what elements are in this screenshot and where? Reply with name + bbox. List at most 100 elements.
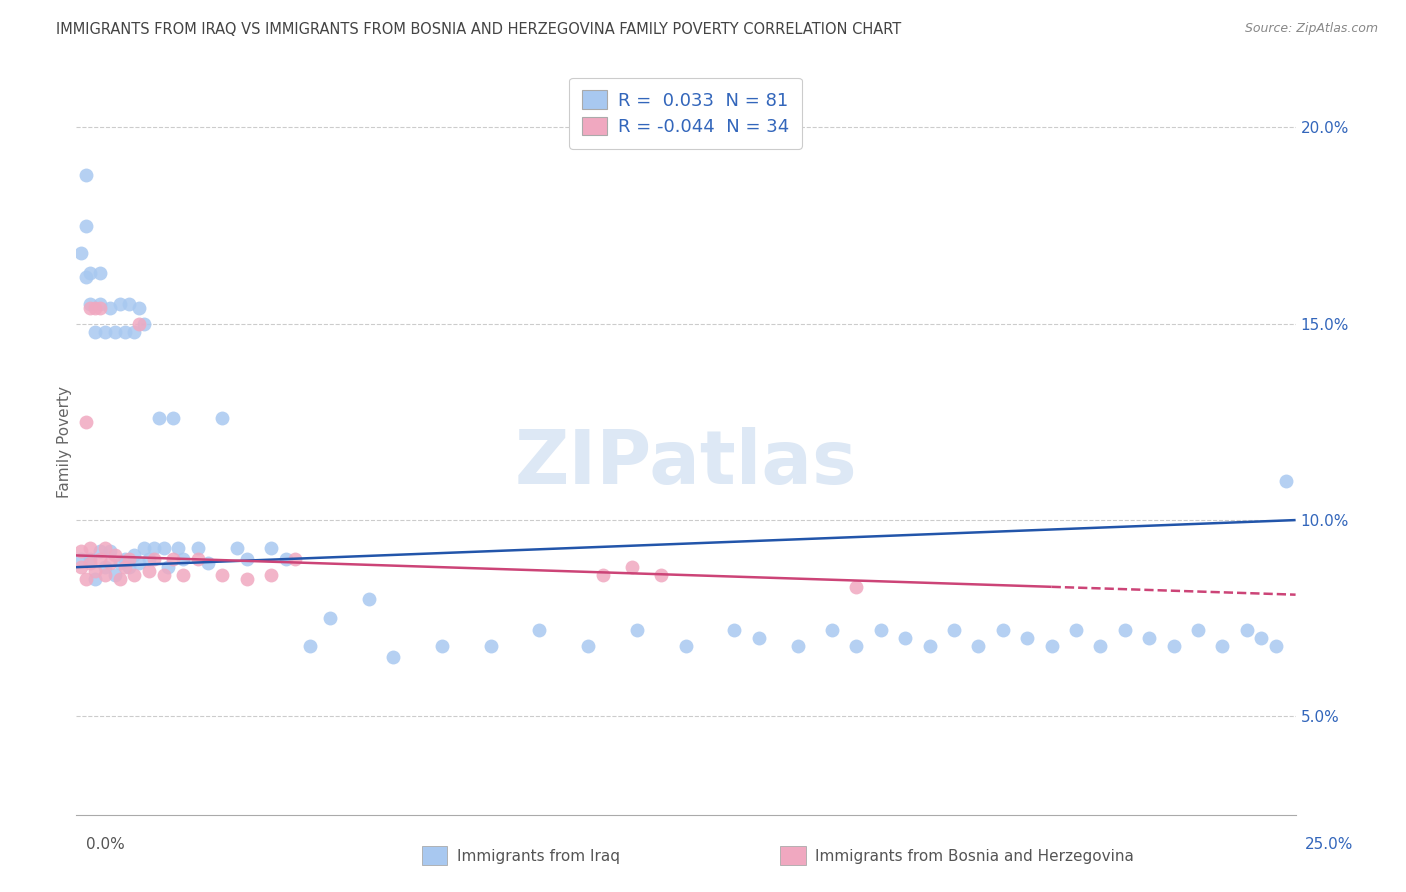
Point: [98, 556, 121, 570]
Point: [918, 639, 941, 653]
Point: [124, 549, 146, 563]
Point: [167, 541, 190, 555]
Point: [69, 246, 91, 260]
Point: [172, 568, 194, 582]
Point: [84, 564, 107, 578]
Point: [157, 560, 180, 574]
Point: [79, 297, 101, 311]
Point: [75, 219, 97, 233]
Point: [69, 560, 91, 574]
Point: [98, 301, 121, 315]
Point: [187, 541, 209, 555]
Point: [211, 568, 233, 582]
Text: ZIPatlas: ZIPatlas: [515, 427, 858, 500]
Point: [650, 568, 672, 582]
Point: [94, 560, 117, 574]
Text: Immigrants from Iraq: Immigrants from Iraq: [457, 849, 620, 863]
Point: [162, 552, 184, 566]
Point: [1187, 623, 1209, 637]
Point: [118, 560, 141, 574]
Point: [187, 552, 209, 566]
Point: [138, 564, 160, 578]
Point: [132, 541, 155, 555]
Point: [1250, 631, 1272, 645]
Point: [211, 411, 233, 425]
Point: [675, 639, 697, 653]
Point: [626, 623, 648, 637]
Text: 0.0%: 0.0%: [86, 838, 125, 852]
Point: [430, 639, 453, 653]
Point: [235, 552, 257, 566]
Point: [89, 544, 111, 558]
Point: [621, 560, 644, 574]
Point: [529, 623, 551, 637]
Point: [75, 168, 97, 182]
Point: [89, 297, 111, 311]
Point: [118, 297, 141, 311]
Point: [723, 623, 745, 637]
Point: [894, 631, 917, 645]
Point: [142, 541, 165, 555]
Point: [943, 623, 966, 637]
Point: [104, 549, 127, 563]
Text: 25.0%: 25.0%: [1305, 838, 1353, 852]
Point: [318, 611, 340, 625]
Point: [114, 325, 136, 339]
Point: [821, 623, 844, 637]
Point: [108, 572, 131, 586]
Point: [357, 591, 380, 606]
Point: [84, 572, 107, 586]
Point: [124, 568, 146, 582]
Text: IMMIGRANTS FROM IRAQ VS IMMIGRANTS FROM BOSNIA AND HERZEGOVINA FAMILY POVERTY CO: IMMIGRANTS FROM IRAQ VS IMMIGRANTS FROM …: [56, 22, 901, 37]
Text: Source: ZipAtlas.com: Source: ZipAtlas.com: [1244, 22, 1378, 36]
Point: [84, 325, 107, 339]
Point: [69, 544, 91, 558]
Point: [104, 568, 127, 582]
Point: [108, 556, 131, 570]
Point: [114, 552, 136, 566]
Point: [75, 572, 97, 586]
Point: [124, 325, 146, 339]
Point: [260, 568, 283, 582]
Point: [114, 560, 136, 574]
Point: [1064, 623, 1087, 637]
Point: [108, 297, 131, 311]
Point: [1040, 639, 1063, 653]
Point: [79, 552, 101, 566]
Point: [479, 639, 502, 653]
Point: [89, 552, 111, 566]
Point: [138, 552, 160, 566]
Point: [991, 623, 1014, 637]
Point: [79, 266, 101, 280]
Point: [79, 556, 101, 570]
Point: [260, 541, 283, 555]
Point: [1090, 639, 1112, 653]
Point: [118, 552, 141, 566]
Point: [79, 541, 101, 555]
Point: [75, 415, 97, 429]
Point: [89, 301, 111, 315]
Legend: R =  0.033  N = 81, R = -0.044  N = 34: R = 0.033 N = 81, R = -0.044 N = 34: [569, 78, 801, 149]
Y-axis label: Family Poverty: Family Poverty: [58, 385, 72, 498]
Point: [98, 544, 121, 558]
Point: [1137, 631, 1160, 645]
Point: [592, 568, 614, 582]
Point: [142, 552, 165, 566]
Point: [84, 301, 107, 315]
Point: [94, 568, 117, 582]
Point: [1275, 474, 1298, 488]
Point: [845, 580, 868, 594]
Point: [1236, 623, 1258, 637]
Point: [787, 639, 810, 653]
Point: [748, 631, 770, 645]
Point: [235, 572, 257, 586]
Point: [128, 317, 150, 331]
Point: [148, 411, 170, 425]
Point: [225, 541, 247, 555]
Point: [89, 266, 111, 280]
Point: [75, 269, 97, 284]
Point: [1017, 631, 1039, 645]
Point: [298, 639, 321, 653]
Point: [381, 650, 404, 665]
Point: [284, 552, 307, 566]
